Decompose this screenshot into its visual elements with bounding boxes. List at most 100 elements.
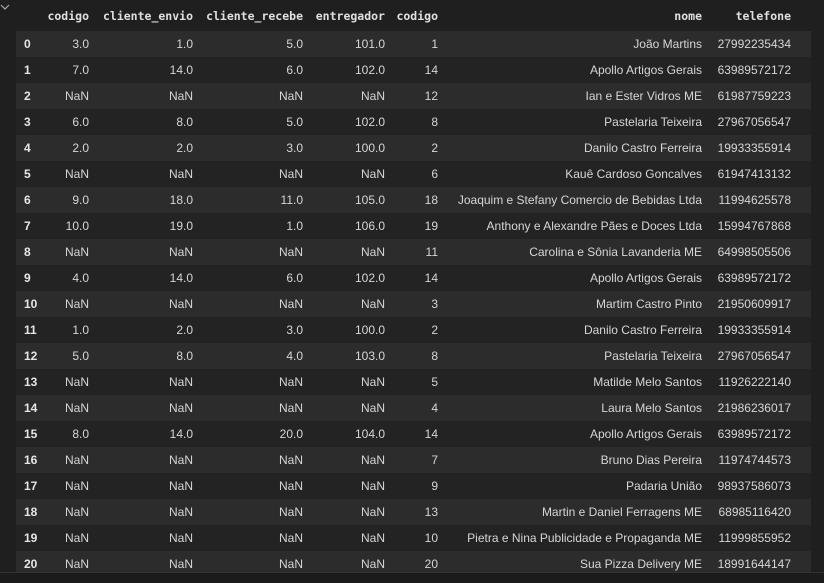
row-index: 16 [24,453,38,467]
table-row: 19 NaN NaN NaN NaN 10 Pietra e Nina Publicidad… [16,525,811,551]
table-cell: 11 [425,245,438,259]
table-cell: NaN [64,557,89,571]
table-row: 18 NaN NaN NaN NaN 13 Martin e Daniel Ferragen… [16,499,811,525]
table-cell: 27967056547 [717,349,791,363]
table-cell: 10.0 [65,219,89,233]
table-cell: 6.0 [286,63,303,77]
table-cell: 6.0 [286,271,303,285]
table-cell: 3.0 [286,323,303,337]
table-cell: NaN [278,167,303,181]
row-index: 18 [24,505,38,519]
column-header: entregador [315,8,385,23]
row-index: 8 [24,245,31,259]
table-cell: 2.0 [72,141,89,155]
table-cell: 64998505506 [717,245,791,259]
table-cell: 12 [424,89,438,103]
table-cell: João Martins [633,37,702,51]
table-row: 16 NaN NaN NaN NaN 7 Bruno Dias Pereira 1197474… [16,447,811,473]
row-index: 19 [24,531,38,545]
table-cell: NaN [168,479,193,493]
table-cell: Ian e Ester Vidros ME [585,89,703,103]
table-cell: Joaquim e Stefany Comercio de Bebidas Lt… [457,193,702,207]
table-cell: NaN [278,505,303,519]
column-header: cliente_envio [102,8,193,23]
table-cell: NaN [360,89,385,103]
table-cell: 6 [431,167,438,181]
table-cell: 21986236017 [717,401,791,415]
table-cell: NaN [168,245,193,259]
row-index: 10 [24,297,38,311]
table-cell: 63989572172 [717,63,791,77]
table-cell: Laura Melo Santos [601,401,702,415]
table-cell: 61987759223 [717,89,791,103]
table-cell: 13 [424,505,438,519]
table-cell: Pietra e Nina Publicidade e Propaganda M… [467,531,702,545]
table-cell: NaN [168,375,193,389]
table-cell: NaN [360,505,385,519]
table-cell: NaN [64,245,89,259]
table-cell: 105.0 [354,193,385,207]
row-index: 15 [24,427,38,441]
table-cell: NaN [278,297,303,311]
table-cell: 14.0 [169,63,193,77]
table-cell: NaN [168,89,193,103]
table-cell: Martim Castro Pinto [595,297,702,311]
table-cell: 11974744573 [718,453,791,467]
table-cell: 9 [431,479,438,493]
table-cell: NaN [278,531,303,545]
table-cell: NaN [168,557,193,571]
row-index: 3 [24,115,31,129]
table-cell: 20 [424,557,438,571]
table-cell: 14 [424,271,438,285]
dataframe: codigo cliente_envio cliente_recebe entrega… [16,0,811,577]
table-cell: Apollo Artigos Gerais [589,271,702,285]
collapse-icon[interactable] [0,2,10,12]
table-row: 9 4.0 14.0 6.0 102.0 14 Apollo Artigos Gerais 6… [16,265,811,291]
table-cell: Pastelaria Teixeira [604,349,702,363]
table-cell: Bruno Dias Pereira [600,453,702,467]
table-cell: 8.0 [176,349,193,363]
table-row: 12 5.0 8.0 4.0 103.0 8 Pastelaria Teixeira 2796… [16,343,811,369]
table-cell: Pastelaria Teixeira [604,115,702,129]
table-row: 2 NaN NaN NaN NaN 12 Ian e Ester Vidros ME 6198… [16,83,811,109]
column-header: nome [674,8,702,23]
table-row: 4 2.0 2.0 3.0 100.0 2 Danilo Castro Ferreira 19… [16,135,811,161]
table-row: 17 NaN NaN NaN NaN 9 Padaria União 98937586073 [16,473,811,499]
table-cell: 10 [424,531,438,545]
table-cell: 5.0 [72,349,89,363]
table-cell: NaN [64,167,89,181]
table-cell: 4 [431,401,438,415]
table-cell: NaN [278,557,303,571]
table-cell: NaN [278,375,303,389]
column-header: telefone [735,8,791,23]
table-cell: 4.0 [286,349,303,363]
table-row: 6 9.0 18.0 11.0 105.0 18 Joaquim e Stefany Com… [16,187,811,213]
table-cell: NaN [360,375,385,389]
table-cell: 14 [424,63,438,77]
table-cell: 1 [431,37,438,51]
table-cell: 3 [431,297,438,311]
table-cell: 61947413132 [717,167,791,181]
table-cell: NaN [360,297,385,311]
table-cell: NaN [278,453,303,467]
table-row: 3 6.0 8.0 5.0 102.0 8 Pastelaria Teixeira 27967… [16,109,811,135]
row-index: 2 [24,89,31,103]
table-cell: 8 [431,115,438,129]
table-cell: Sua Pizza Delivery ME [579,557,702,571]
table-cell: 19.0 [169,219,193,233]
table-cell: 14.0 [169,427,193,441]
table-cell: NaN [168,167,193,181]
table-cell: NaN [64,401,89,415]
table-cell: 19933355914 [717,141,791,155]
table-cell: 20.0 [279,427,303,441]
table-cell: 9.0 [72,193,89,207]
table-cell: NaN [168,297,193,311]
column-header: cliente_recebe [206,8,303,23]
table-cell: NaN [360,531,385,545]
table-cell: NaN [168,531,193,545]
table-cell: 3.0 [72,37,89,51]
table-cell: 103.0 [354,349,385,363]
table-cell: 27967056547 [717,115,791,129]
table-cell: NaN [64,89,89,103]
header-row: codigo cliente_envio cliente_recebe entrega… [16,0,811,31]
